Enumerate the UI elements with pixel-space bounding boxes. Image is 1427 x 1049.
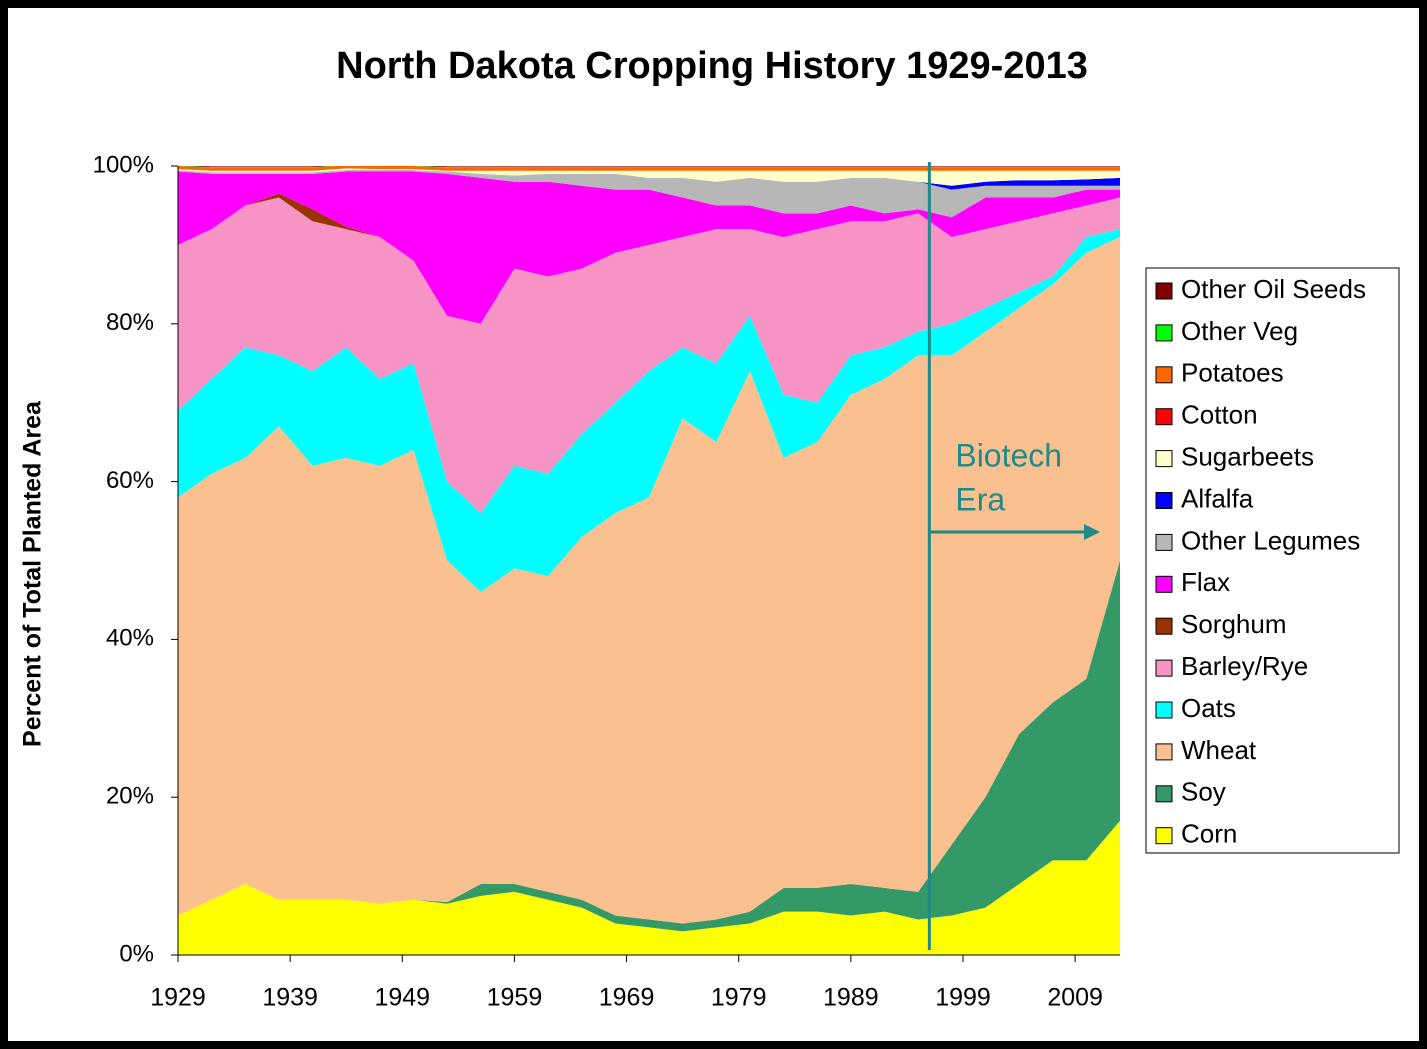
legend-swatch xyxy=(1155,450,1173,468)
x-tick-label: 1999 xyxy=(935,984,991,1012)
legend-label: Corn xyxy=(1181,819,1237,849)
legend-label: Other Legumes xyxy=(1181,525,1360,555)
legend-label: Sorghum xyxy=(1181,609,1287,639)
y-tick-label: 60% xyxy=(106,467,154,494)
plot-areas xyxy=(178,166,1120,955)
x-tick-label: 1929 xyxy=(150,984,206,1012)
x-tick-label: 1949 xyxy=(374,984,430,1012)
x-tick-label: 2009 xyxy=(1047,984,1103,1012)
legend-label: Other Oil Seeds xyxy=(1181,274,1366,304)
legend-swatch xyxy=(1155,282,1173,300)
legend-swatch xyxy=(1155,492,1173,509)
area xyxy=(178,168,1120,186)
legend-swatch xyxy=(1155,743,1173,761)
y-tick-label: 100% xyxy=(93,151,154,178)
legend-swatch xyxy=(1155,533,1173,551)
arrow-head xyxy=(1084,524,1100,540)
legend-swatch xyxy=(1155,701,1173,719)
chart-title: North Dakota Cropping History 1929-2013 xyxy=(336,45,1088,87)
area xyxy=(178,166,1120,171)
legend-label: Cotton xyxy=(1181,400,1258,430)
legend-label: Alfalfa xyxy=(1181,483,1254,513)
legend-swatch xyxy=(1155,324,1173,342)
area xyxy=(178,237,1120,924)
legend-label: Sugarbeets xyxy=(1181,441,1314,471)
legend-swatch xyxy=(1155,408,1173,426)
legend-swatch xyxy=(1155,785,1173,803)
y-axis-title: Percent of Total Planted Area xyxy=(19,400,47,747)
area xyxy=(178,169,1120,218)
legend xyxy=(1145,267,1400,854)
legend-swatch xyxy=(1155,617,1173,635)
legend-label: Oats xyxy=(1181,693,1236,723)
area xyxy=(178,820,1120,955)
legend-swatch xyxy=(1155,827,1173,845)
legend-label: Potatoes xyxy=(1181,358,1284,388)
legend-label: Wheat xyxy=(1181,735,1257,765)
y-tick-label: 20% xyxy=(106,783,154,810)
legend-label: Flax xyxy=(1181,567,1230,597)
legend-swatch xyxy=(1155,575,1173,593)
x-tick-label: 1979 xyxy=(711,984,767,1012)
area xyxy=(186,166,1120,168)
legend-swatch xyxy=(1155,659,1173,677)
legend-label: Other Veg xyxy=(1181,316,1298,346)
area xyxy=(178,229,1120,593)
x-tick-label: 1989 xyxy=(823,984,879,1012)
annotation-text: Era xyxy=(955,481,1005,517)
x-tick-label: 1939 xyxy=(262,984,318,1012)
legend-label: Soy xyxy=(1181,777,1226,807)
y-tick-label: 80% xyxy=(106,309,154,336)
area xyxy=(178,197,1120,514)
x-tick-label: 1969 xyxy=(599,984,655,1012)
area xyxy=(178,171,1120,324)
y-tick-label: 40% xyxy=(106,625,154,652)
annotation-text: Biotech xyxy=(955,437,1062,473)
legend-swatch xyxy=(1155,366,1173,384)
y-tick-label: 0% xyxy=(119,940,154,967)
legend-label: Barley/Rye xyxy=(1181,651,1308,681)
x-tick-label: 1959 xyxy=(487,984,543,1012)
